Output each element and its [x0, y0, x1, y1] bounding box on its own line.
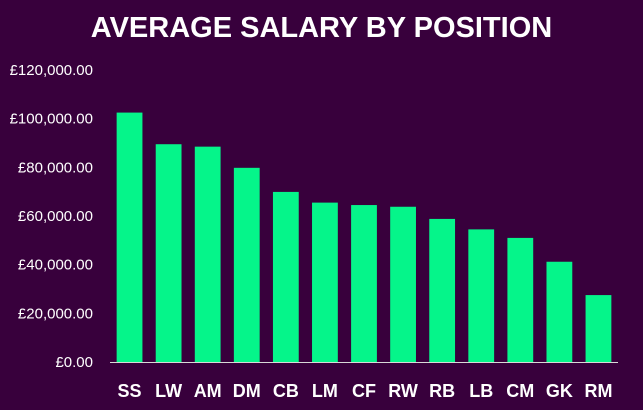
x-tick-label-am: AM [194, 381, 222, 401]
bar-lb [468, 229, 495, 362]
bar-ss [116, 112, 143, 362]
y-tick-label: £60,000.00 [18, 208, 93, 225]
bar-cb [272, 191, 299, 362]
bar-dm [233, 167, 260, 362]
bar-am [194, 146, 221, 362]
x-tick-label-cm: CM [506, 381, 534, 401]
chart-title: AVERAGE SALARY BY POSITION [90, 12, 553, 44]
y-tick-label: £0.00 [55, 354, 93, 371]
x-tick-label-lw: LW [155, 381, 182, 401]
x-tick-label-gk: GK [546, 381, 573, 401]
x-tick-label-dm: DM [233, 381, 261, 401]
bar-lm [312, 202, 338, 362]
bars [116, 112, 612, 362]
bar-rm [585, 295, 612, 362]
x-tick-label-rw: RW [388, 381, 418, 401]
bar-rb [429, 218, 456, 362]
x-axis-labels: SS LW AM DM CB LM CF RW RB LB CM GK RM [118, 381, 613, 401]
x-tick-label-lb: LB [469, 381, 493, 401]
y-tick-label: £80,000.00 [18, 159, 93, 176]
y-tick-label: £100,000.00 [10, 111, 93, 128]
bar-rw [390, 206, 416, 362]
x-tick-label-cf: CF [352, 381, 376, 401]
y-tick-label: £40,000.00 [18, 257, 93, 274]
x-tick-label-ss: SS [118, 381, 142, 401]
x-tick-label-cb: CB [273, 381, 299, 401]
bar-cm [507, 237, 534, 362]
x-tick-label-rm: RM [584, 381, 612, 401]
y-tick-label: £120,000.00 [10, 62, 93, 79]
bar-gk [546, 261, 573, 362]
x-tick-label-lm: LM [312, 381, 338, 401]
y-axis-ticks: £0.00 £20,000.00 £40,000.00 £60,000.00 £80,0… [10, 62, 93, 371]
x-tick-label-rb: RB [429, 381, 455, 401]
bar-lw [155, 144, 182, 362]
y-tick-label: £20,000.00 [18, 305, 93, 322]
bar-cf [351, 205, 377, 362]
